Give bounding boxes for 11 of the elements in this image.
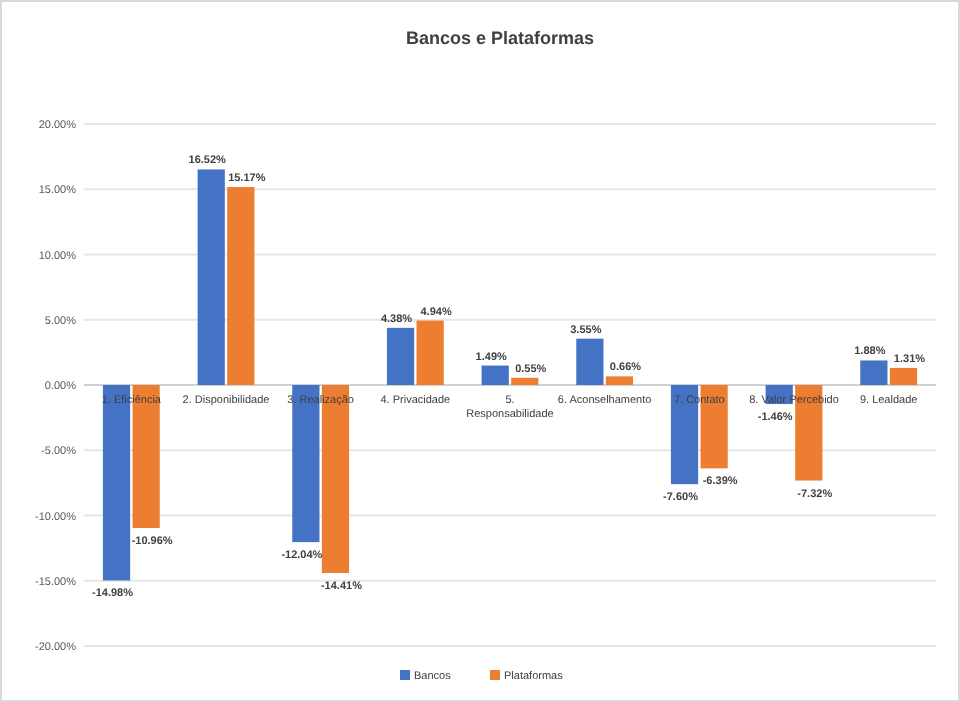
bar: [511, 377, 539, 385]
bar: [227, 187, 255, 385]
bar: [576, 338, 604, 385]
bar: [481, 365, 509, 385]
bar: [386, 327, 415, 385]
bar: [860, 360, 888, 385]
bar: [605, 376, 634, 385]
chart-title: Bancos e Plataformas: [405, 28, 595, 48]
bar: [197, 169, 225, 385]
bar: [416, 320, 444, 385]
bar: [889, 367, 918, 385]
